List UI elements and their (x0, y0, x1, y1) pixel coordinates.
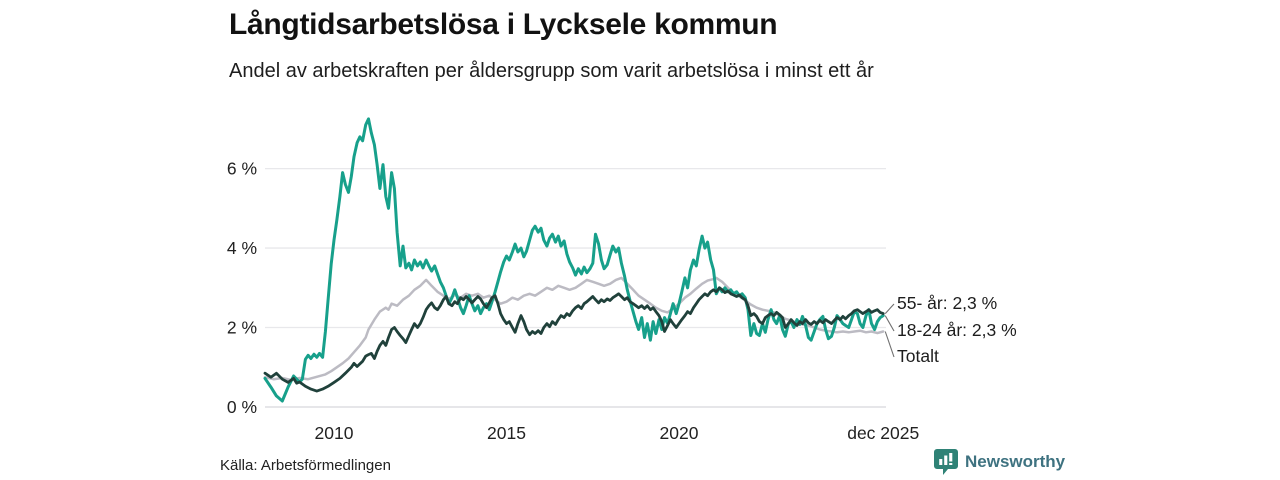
chart-title: Långtidsarbetslösa i Lycksele kommun (229, 8, 778, 41)
y-axis-tick-labels: 0 % 2 % 4 % 6 % (227, 159, 257, 417)
series-lines (263, 117, 885, 403)
y-tick-label: 2 % (227, 318, 257, 338)
series-end-label-18-24-år: 18-24 år: 2,3 % (897, 320, 1017, 340)
newsworthy-logo-icon (934, 449, 958, 475)
leader-line-totalt (884, 331, 895, 358)
exclamation-bar (949, 453, 953, 462)
x-tick-label: dec 2025 (847, 423, 919, 443)
x-tick-label: 2010 (315, 423, 354, 443)
y-tick-label: 0 % (227, 397, 257, 417)
exclamation-dot (949, 463, 953, 465)
series-end-label-55-år: 55- år: 2,3 % (897, 293, 998, 313)
newsworthy-logo: Newsworthy (934, 449, 1134, 477)
y-tick-label: 4 % (227, 238, 257, 258)
source-text: Källa: Arbetsförmedlingen (220, 457, 391, 474)
x-axis-tick-labels: 2010 2015 2020 dec 2025 (315, 423, 920, 443)
leader-line-18-24-år (884, 315, 895, 332)
bar-tall (944, 455, 948, 465)
bar-short (939, 459, 943, 465)
chart-subtitle: Andel av arbetskraften per åldersgrupp s… (229, 60, 874, 82)
end-label-leader-lines (884, 303, 895, 358)
leader-line-55-år (884, 303, 895, 314)
newsworthy-logo-text: Newsworthy (965, 452, 1066, 471)
series-line-18-24-år (263, 117, 885, 403)
y-tick-label: 6 % (227, 159, 257, 179)
series-end-label-totalt: Totalt (897, 346, 939, 366)
series-line-55-år (263, 286, 885, 393)
x-tick-label: 2020 (660, 423, 699, 443)
x-tick-label: 2015 (487, 423, 526, 443)
